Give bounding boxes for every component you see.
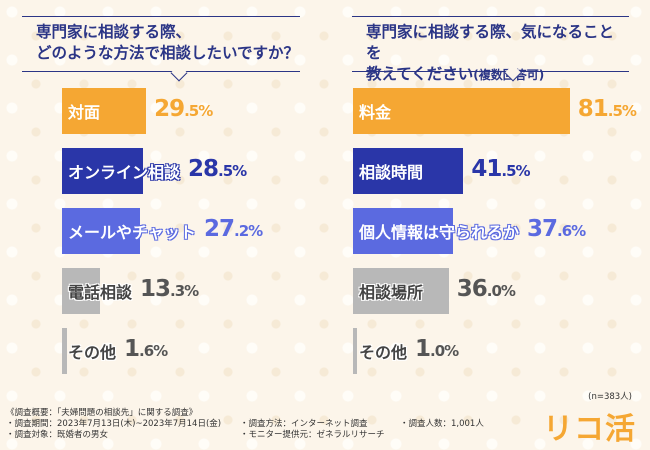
footer-col2: ・調査方法：インターネット調査 ・モニター提供元：ゼネラルリサーチ [240, 419, 385, 440]
bar [353, 268, 449, 314]
bar-label: その他 [359, 343, 408, 362]
bar-value: 81.5% [577, 96, 637, 122]
bar-value: 1.6% [124, 336, 168, 362]
bar [353, 148, 464, 194]
bar-value: 41.5% [471, 156, 530, 182]
bar-label: オンライン相談 [68, 163, 181, 182]
question-right: 専門家に相談する際、気になることを 教えてください(複数回答可) [352, 16, 629, 83]
bar [353, 208, 454, 254]
bar-value: 27.2% [204, 216, 263, 242]
bar-value: 1.0% [415, 336, 459, 362]
bar [353, 328, 357, 374]
bar [62, 208, 140, 254]
bar-value: 37.6% [527, 216, 586, 242]
footer-col3: ・調査人数：1,001人 [400, 419, 484, 429]
pointer [170, 64, 188, 82]
bar-value: 28.5% [188, 156, 247, 182]
bar [62, 88, 147, 134]
bar [62, 268, 100, 314]
bar-label: 電話相談 [68, 283, 133, 302]
bar-value: 13.3% [140, 276, 199, 302]
logo: リコ活 [543, 412, 636, 447]
bar [62, 148, 144, 194]
chart-concerns: 料金 81.5% 相談時間 41.5% 個人情報は守られるか 37.6% 相談場所 36.0%… [353, 88, 643, 388]
sample-size: (n=383人) [588, 392, 632, 402]
chart-consult-method: 対面 29.5% オンライン相談 28.5% メールやチャット 27.2% 電話相談 13.3… [62, 88, 322, 388]
bar-label: 料金 [359, 103, 392, 122]
bar-label: 相談場所 [359, 283, 424, 302]
bar-label: 対面 [68, 103, 101, 122]
bar-value: 29.5% [154, 96, 213, 122]
bar-label: その他 [68, 343, 117, 362]
question-left: 専門家に相談する際、 どのような方法で相談したいですか？ [22, 16, 300, 82]
footer-col1: 《調査概要：「夫婦問題の相談先」に関する調査》 ・調査期間：2023年7月13日… [6, 408, 222, 440]
bar-label: 相談時間 [359, 163, 424, 182]
bar [353, 88, 570, 134]
bar-value: 36.0% [456, 276, 516, 302]
bar-label: メールやチャット [68, 223, 196, 242]
bar-label: 個人情報は守られるか [359, 223, 520, 242]
bar [62, 328, 67, 374]
